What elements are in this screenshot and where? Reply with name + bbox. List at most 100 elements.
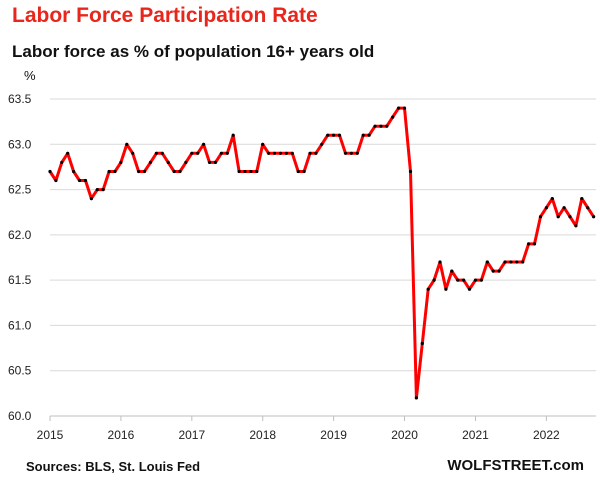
- data-point: [172, 169, 176, 174]
- data-point: [184, 160, 188, 164]
- data-point: [538, 215, 543, 219]
- x-tick-label: 2016: [108, 428, 135, 442]
- data-point: [373, 124, 377, 128]
- x-tick-label: 2018: [249, 428, 276, 442]
- data-point: [77, 178, 82, 183]
- data-point: [243, 169, 247, 174]
- data-point: [207, 160, 212, 164]
- data-point: [355, 151, 359, 155]
- data-point: [592, 215, 596, 219]
- data-point: [89, 197, 93, 201]
- data-point: [190, 151, 194, 155]
- data-point: [467, 287, 472, 291]
- data-point: [160, 151, 164, 155]
- data-point: [225, 151, 229, 155]
- data-point: [527, 242, 531, 246]
- data-point: [497, 269, 501, 273]
- data-point: [367, 133, 371, 137]
- x-tick-label: 2021: [462, 428, 489, 442]
- data-point: [219, 151, 223, 155]
- data-point: [556, 215, 560, 219]
- data-point: [83, 178, 88, 183]
- data-point: [515, 260, 519, 264]
- data-point: [550, 197, 554, 201]
- x-tick-label: 2015: [37, 428, 64, 442]
- data-point: [60, 160, 64, 164]
- data-point: [456, 278, 460, 282]
- data-point: [462, 278, 466, 282]
- data-point: [397, 106, 401, 110]
- chart-title: Labor Force Participation Rate: [12, 4, 318, 27]
- data-point: [154, 151, 158, 155]
- data-point: [349, 151, 353, 155]
- data-point: [231, 133, 235, 137]
- data-point: [54, 178, 58, 183]
- data-point: [509, 260, 513, 264]
- y-tick-label: 61.0: [8, 318, 32, 332]
- data-point: [137, 169, 141, 174]
- data-point: [420, 341, 424, 346]
- data-point: [237, 169, 241, 174]
- x-tick-label: 2020: [391, 428, 418, 442]
- data-point: [562, 206, 566, 210]
- data-point: [255, 169, 259, 174]
- data-point: [320, 142, 324, 146]
- data-point: [284, 151, 288, 155]
- data-point: [66, 151, 70, 155]
- data-point: [426, 287, 430, 291]
- data-point: [48, 169, 52, 174]
- data-point: [278, 151, 283, 155]
- data-point: [586, 206, 590, 210]
- y-axis-ticks: 60.0 60.5 61.0 61.5 62.0 62.5 63.0 63.5: [8, 92, 32, 423]
- data-point: [414, 396, 418, 400]
- data-point: [473, 278, 478, 282]
- x-tick-label: 2017: [178, 428, 205, 442]
- data-point: [148, 160, 153, 164]
- data-point: [302, 169, 306, 174]
- x-tick-label: 2019: [320, 428, 347, 442]
- data-point: [72, 169, 76, 174]
- data-point: [544, 206, 549, 210]
- series-markers: [48, 106, 596, 400]
- data-point: [361, 133, 365, 137]
- data-point: [332, 133, 336, 137]
- data-point: [267, 151, 271, 155]
- x-axis: 2015 2016 2017 2018 2019 2020 2021 2022: [37, 415, 596, 442]
- data-point: [202, 142, 206, 146]
- data-point: [337, 133, 342, 137]
- y-tick-label: 61.5: [8, 273, 32, 287]
- y-tick-label: 63.0: [8, 137, 32, 151]
- data-point: [296, 169, 300, 174]
- data-point: [479, 278, 483, 282]
- data-point: [101, 188, 105, 192]
- data-point: [438, 260, 442, 264]
- data-point: [290, 151, 294, 155]
- data-point: [532, 242, 537, 246]
- data-point: [580, 197, 584, 201]
- data-point: [343, 151, 348, 155]
- data-point: [213, 160, 218, 164]
- data-point: [408, 169, 413, 174]
- data-point: [326, 133, 330, 137]
- data-point: [196, 151, 200, 155]
- y-tick-label: 60.0: [8, 409, 32, 423]
- data-point: [450, 269, 454, 273]
- data-point: [385, 124, 389, 128]
- series-lines: [48, 106, 596, 400]
- data-point: [272, 151, 277, 155]
- data-point: [574, 224, 578, 228]
- x-tick-label: 2022: [533, 428, 560, 442]
- data-point: [95, 188, 99, 192]
- data-point: [444, 287, 448, 291]
- y-tick-label: 60.5: [8, 364, 32, 378]
- data-point: [503, 260, 507, 264]
- data-point: [568, 215, 572, 219]
- data-point: [485, 260, 489, 264]
- y-tick-label: 63.5: [8, 92, 32, 106]
- data-point: [113, 169, 117, 174]
- data-point: [491, 269, 495, 273]
- chart-subtitle: Labor force as % of population 16+ years…: [12, 42, 375, 61]
- source-note: Sources: BLS, St. Louis Fed: [26, 459, 201, 474]
- data-point: [178, 169, 182, 174]
